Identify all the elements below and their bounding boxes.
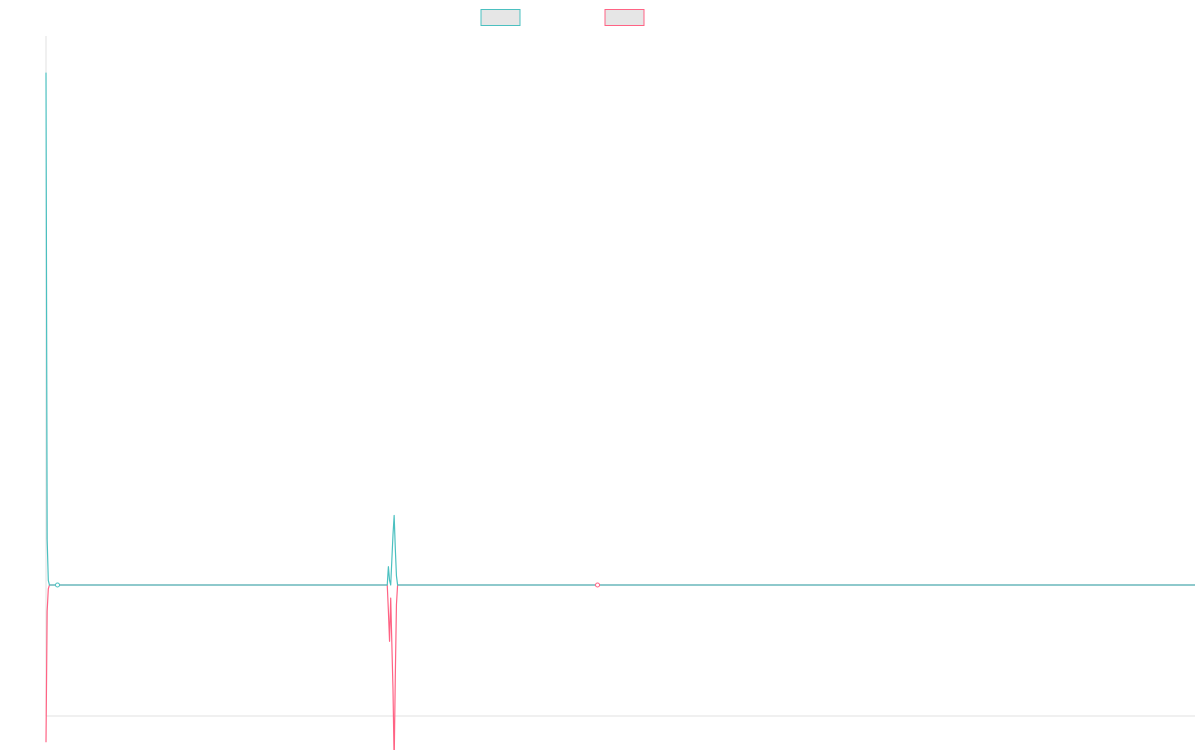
data-point-marker xyxy=(54,582,60,588)
axes xyxy=(45,36,1195,717)
legend-swatch-series-2 xyxy=(604,9,645,26)
legend-swatch-series-1 xyxy=(480,9,521,26)
series-line-2 xyxy=(45,584,1195,750)
data-point-marker xyxy=(595,582,601,588)
plot-area xyxy=(45,72,1195,750)
series-line-1 xyxy=(45,72,1195,586)
legend xyxy=(480,9,645,26)
